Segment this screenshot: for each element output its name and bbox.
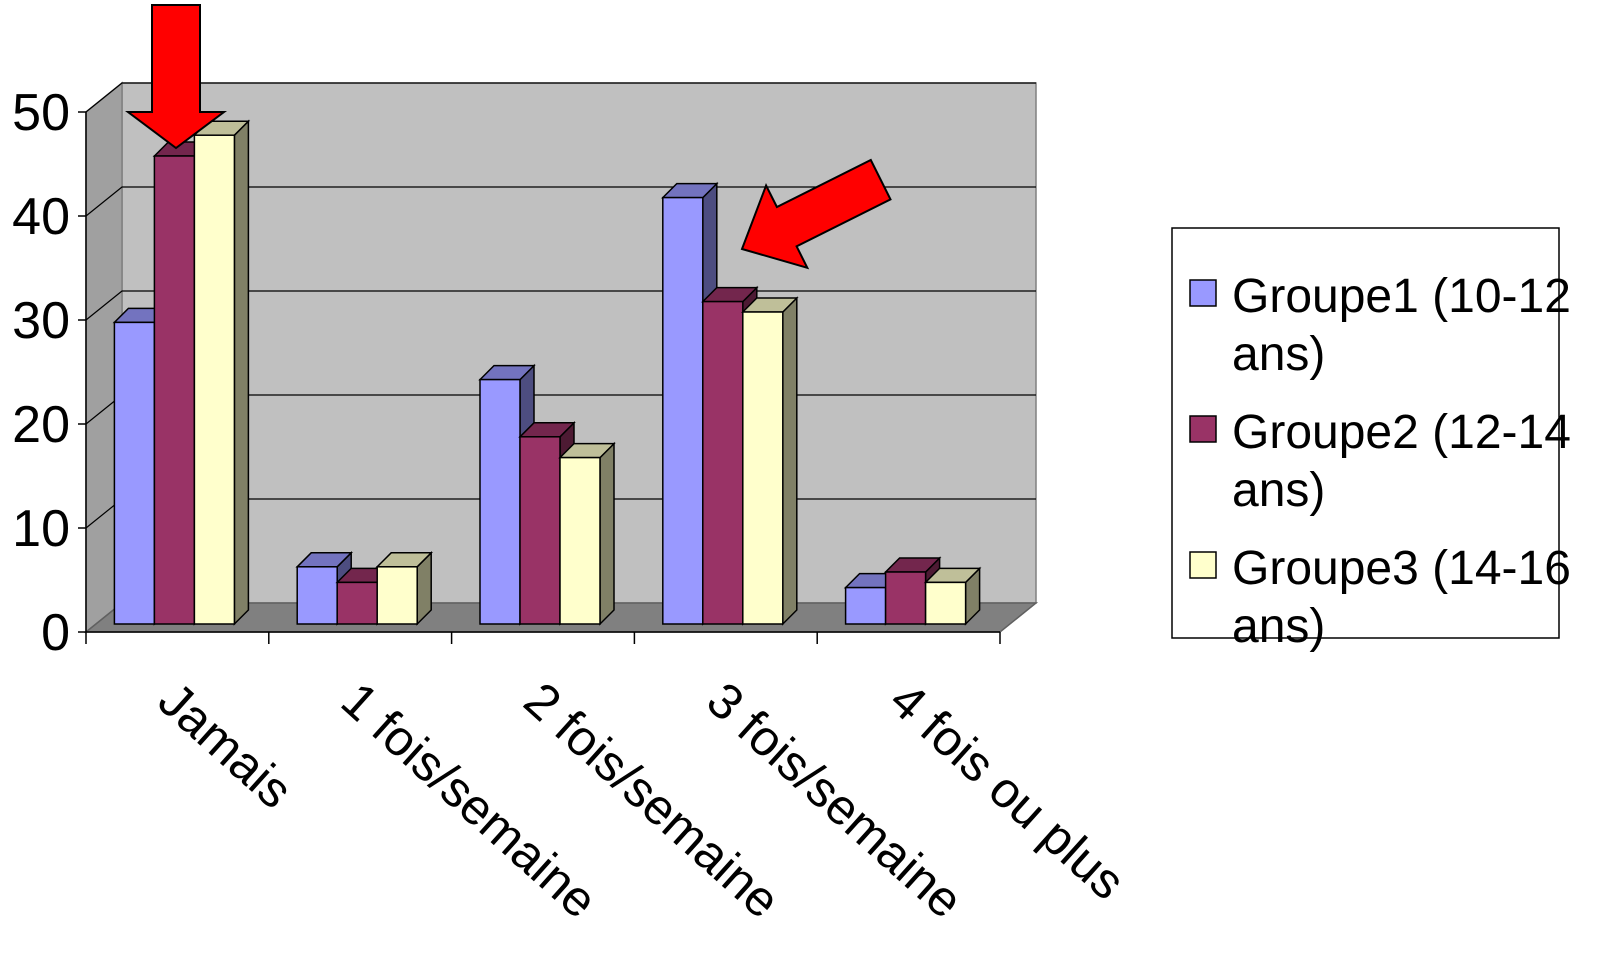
bar-front [702,300,744,625]
legend-label: Groupe1 (10-12 [1232,270,1571,323]
bar-front [924,581,967,625]
bar-side [599,441,615,626]
y-tick-label: 30 [12,292,70,350]
bars [112,119,982,626]
gridline [85,186,1036,217]
bar-front [193,134,236,625]
bar-side [233,119,250,626]
bar-front [296,566,338,625]
bar-front [559,456,601,625]
bar-front [519,436,561,625]
y-tick-label: 0 [41,604,70,662]
bar-front [153,155,196,625]
legend-label: ans) [1232,600,1325,653]
y-tick-label: 40 [12,188,70,246]
annotation-arrow-diagonal [740,158,892,270]
bar-front [113,321,156,625]
legend-label: ans) [1232,464,1325,517]
bar-front [884,571,927,625]
legend-box [1171,227,1560,639]
y-tick-label: 10 [12,500,70,558]
bar [923,566,982,626]
legend-label: ans) [1232,328,1325,381]
annotations [125,4,892,270]
bar-front [662,196,704,625]
y-tick-label: 20 [12,396,70,454]
bar-front [479,378,521,625]
bar-front [844,586,887,625]
annotation-arrow-down [125,4,227,150]
bar [375,550,434,626]
bar-side [782,296,798,626]
bar-front [742,311,784,625]
gridline [85,82,1036,113]
bar [558,441,616,626]
bar-front [336,581,378,625]
bar [192,119,251,626]
legend-swatch [1189,551,1217,579]
y-tick-label: 50 [12,84,70,142]
bar-front [376,566,418,625]
x-tick-label: Jamais [148,672,303,820]
legend-label: Groupe2 (12-14 [1232,406,1571,459]
legend-label: Groupe3 (14-16 [1232,542,1571,595]
legend-swatch [1189,415,1217,443]
legend-swatch [1189,279,1217,307]
bar [740,296,799,626]
